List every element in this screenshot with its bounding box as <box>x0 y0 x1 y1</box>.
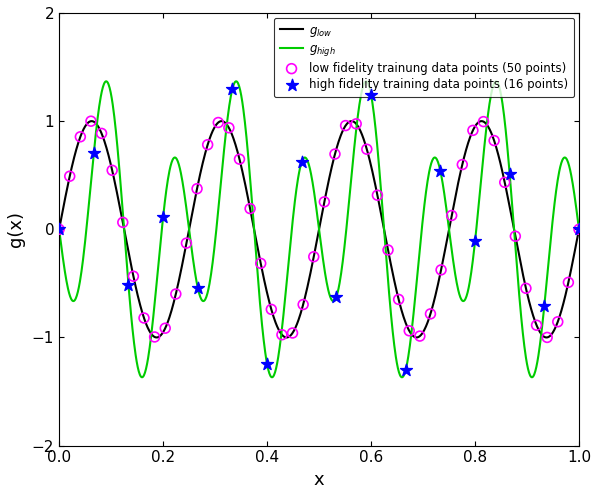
low fidelity trainung data points (50 points) <box>468 126 478 134</box>
low fidelity trainung data points (50 points) <box>352 120 361 128</box>
low fidelity trainung data points (50 points) <box>193 185 202 192</box>
high fidelity training data points (16 points) <box>228 85 237 93</box>
low fidelity trainung data points (50 points) <box>160 324 170 332</box>
Y-axis label: g(x): g(x) <box>7 211 25 248</box>
low fidelity trainung data points (50 points) <box>256 259 266 267</box>
high fidelity training data points (16 points) <box>435 167 445 175</box>
high fidelity training data points (16 points) <box>366 91 376 99</box>
high fidelity training data points (16 points) <box>54 225 64 233</box>
high fidelity training data points (16 points) <box>193 284 203 292</box>
low fidelity trainung data points (50 points) <box>341 122 350 129</box>
high fidelity training data points (16 points) <box>574 225 584 233</box>
low fidelity trainung data points (50 points) <box>330 150 340 158</box>
Line: $g_{low}$: $g_{low}$ <box>59 121 579 337</box>
$g_{low}$ <box>283 334 290 340</box>
$g_{low}$ <box>266 299 273 305</box>
low fidelity trainung data points (50 points) <box>553 318 563 326</box>
low fidelity trainung data points (50 points) <box>437 266 446 274</box>
low fidelity trainung data points (50 points) <box>563 278 573 286</box>
$g_{high}$ <box>414 274 421 280</box>
low fidelity trainung data points (50 points) <box>362 145 371 153</box>
low fidelity trainung data points (50 points) <box>150 333 160 341</box>
low fidelity trainung data points (50 points) <box>511 232 520 240</box>
high fidelity training data points (16 points) <box>539 302 549 310</box>
low fidelity trainung data points (50 points) <box>277 331 286 339</box>
low fidelity trainung data points (50 points) <box>373 191 382 199</box>
low fidelity trainung data points (50 points) <box>521 284 531 292</box>
high fidelity training data points (16 points) <box>158 213 168 221</box>
low fidelity trainung data points (50 points) <box>245 205 255 213</box>
low fidelity trainung data points (50 points) <box>234 155 244 163</box>
low fidelity trainung data points (50 points) <box>479 118 489 125</box>
$g_{low}$ <box>109 168 116 174</box>
$g_{low}$ <box>348 118 355 124</box>
low fidelity trainung data points (50 points) <box>489 136 499 144</box>
low fidelity trainung data points (50 points) <box>267 306 276 313</box>
$g_{high}$ <box>471 240 478 246</box>
$g_{high}$ <box>269 374 276 380</box>
low fidelity trainung data points (50 points) <box>203 141 212 149</box>
low fidelity trainung data points (50 points) <box>532 321 541 329</box>
$g_{low}$ <box>471 124 478 129</box>
low fidelity trainung data points (50 points) <box>447 211 456 219</box>
low fidelity trainung data points (50 points) <box>118 218 127 226</box>
$g_{high}$ <box>56 226 63 232</box>
low fidelity trainung data points (50 points) <box>426 310 435 318</box>
$g_{low}$ <box>575 226 582 232</box>
low fidelity trainung data points (50 points) <box>75 133 85 141</box>
high fidelity training data points (16 points) <box>124 281 133 289</box>
low fidelity trainung data points (50 points) <box>457 161 467 169</box>
low fidelity trainung data points (50 points) <box>139 314 149 322</box>
low fidelity trainung data points (50 points) <box>97 129 106 137</box>
$g_{high}$ <box>266 371 273 376</box>
Line: $g_{high}$: $g_{high}$ <box>59 81 579 377</box>
high fidelity training data points (16 points) <box>263 360 272 368</box>
Legend: $g_{low}$, $g_{high}$, low fidelity trainung data points (50 points), high fidel: $g_{low}$, $g_{high}$, low fidelity trai… <box>274 18 574 97</box>
low fidelity trainung data points (50 points) <box>383 246 393 254</box>
X-axis label: x: x <box>314 471 324 489</box>
$g_{high}$ <box>462 296 469 302</box>
$g_{high}$ <box>575 226 582 232</box>
low fidelity trainung data points (50 points) <box>319 198 329 206</box>
low fidelity trainung data points (50 points) <box>309 253 319 261</box>
$g_{low}$ <box>285 334 292 340</box>
low fidelity trainung data points (50 points) <box>404 327 414 335</box>
high fidelity training data points (16 points) <box>297 158 307 166</box>
low fidelity trainung data points (50 points) <box>54 225 64 233</box>
low fidelity trainung data points (50 points) <box>65 172 75 180</box>
low fidelity trainung data points (50 points) <box>574 225 584 233</box>
high fidelity training data points (16 points) <box>401 366 410 374</box>
low fidelity trainung data points (50 points) <box>288 329 297 337</box>
low fidelity trainung data points (50 points) <box>213 119 223 126</box>
$g_{high}$ <box>285 259 292 265</box>
high fidelity training data points (16 points) <box>505 170 514 178</box>
low fidelity trainung data points (50 points) <box>224 124 234 132</box>
low fidelity trainung data points (50 points) <box>500 179 509 186</box>
$g_{low}$ <box>56 226 63 232</box>
low fidelity trainung data points (50 points) <box>171 290 181 298</box>
$g_{low}$ <box>414 334 421 340</box>
low fidelity trainung data points (50 points) <box>415 332 425 340</box>
high fidelity training data points (16 points) <box>332 293 341 301</box>
low fidelity trainung data points (50 points) <box>542 333 552 341</box>
low fidelity trainung data points (50 points) <box>394 296 404 304</box>
$g_{high}$ <box>109 98 116 104</box>
low fidelity trainung data points (50 points) <box>108 166 117 174</box>
low fidelity trainung data points (50 points) <box>182 239 191 247</box>
$g_{high}$ <box>362 78 370 84</box>
high fidelity training data points (16 points) <box>470 238 480 246</box>
$g_{low}$ <box>462 149 469 155</box>
low fidelity trainung data points (50 points) <box>298 301 308 309</box>
high fidelity training data points (16 points) <box>89 149 99 157</box>
low fidelity trainung data points (50 points) <box>86 117 96 125</box>
low fidelity trainung data points (50 points) <box>129 272 138 280</box>
